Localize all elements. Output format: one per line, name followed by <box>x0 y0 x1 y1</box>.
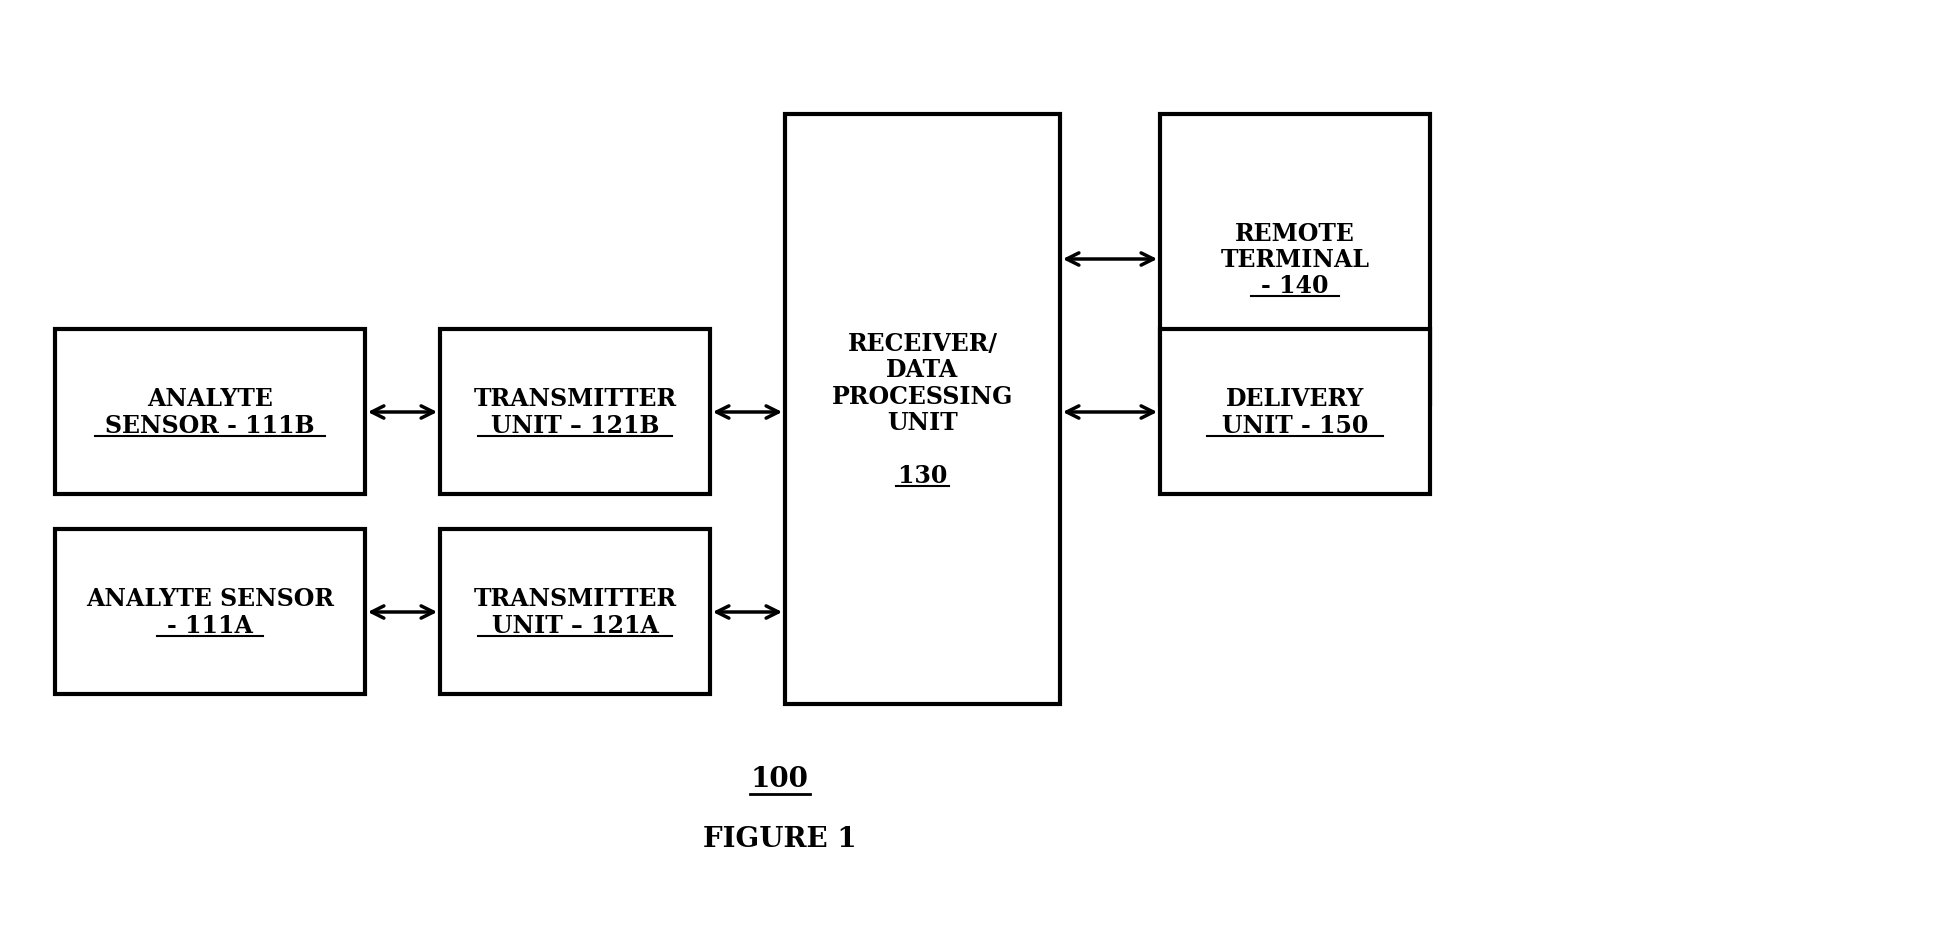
Bar <box>55 530 364 694</box>
Text: - ⁠111A: - ⁠111A <box>166 613 252 637</box>
Text: PROCESSING: PROCESSING <box>832 384 1012 409</box>
Text: ANALYTE: ANALYTE <box>147 387 272 411</box>
Text: FIGURE 1: FIGURE 1 <box>703 826 857 852</box>
Bar <box>1159 329 1429 495</box>
Bar <box>785 115 1059 704</box>
Text: UNIT: UNIT <box>887 411 957 435</box>
Text: - ⁠140: - ⁠140 <box>1260 274 1329 298</box>
Text: SENSOR - ⁠111B: SENSOR - ⁠111B <box>106 413 315 437</box>
Bar <box>55 329 364 495</box>
Text: TERMINAL: TERMINAL <box>1219 247 1368 272</box>
Bar <box>440 329 710 495</box>
Text: REMOTE: REMOTE <box>1235 222 1354 245</box>
Text: TRANSMITTER: TRANSMITTER <box>474 387 677 411</box>
Text: ANALYTE SENSOR: ANALYTE SENSOR <box>86 587 335 611</box>
Text: UNIT - ⁠150: UNIT - ⁠150 <box>1221 413 1368 437</box>
Text: UNIT – ⁠121B: UNIT – ⁠121B <box>491 413 660 437</box>
Bar <box>1159 115 1429 405</box>
Text: 100: 100 <box>751 766 808 793</box>
Text: UNIT – ⁠121A: UNIT – ⁠121A <box>491 613 658 637</box>
Text: ⁠130: ⁠130 <box>898 464 947 487</box>
Bar <box>440 530 710 694</box>
Text: DATA: DATA <box>887 358 959 382</box>
Text: TRANSMITTER: TRANSMITTER <box>474 587 677 611</box>
Text: RECEIVER/: RECEIVER/ <box>847 331 996 356</box>
Text: DELIVERY: DELIVERY <box>1225 387 1364 411</box>
